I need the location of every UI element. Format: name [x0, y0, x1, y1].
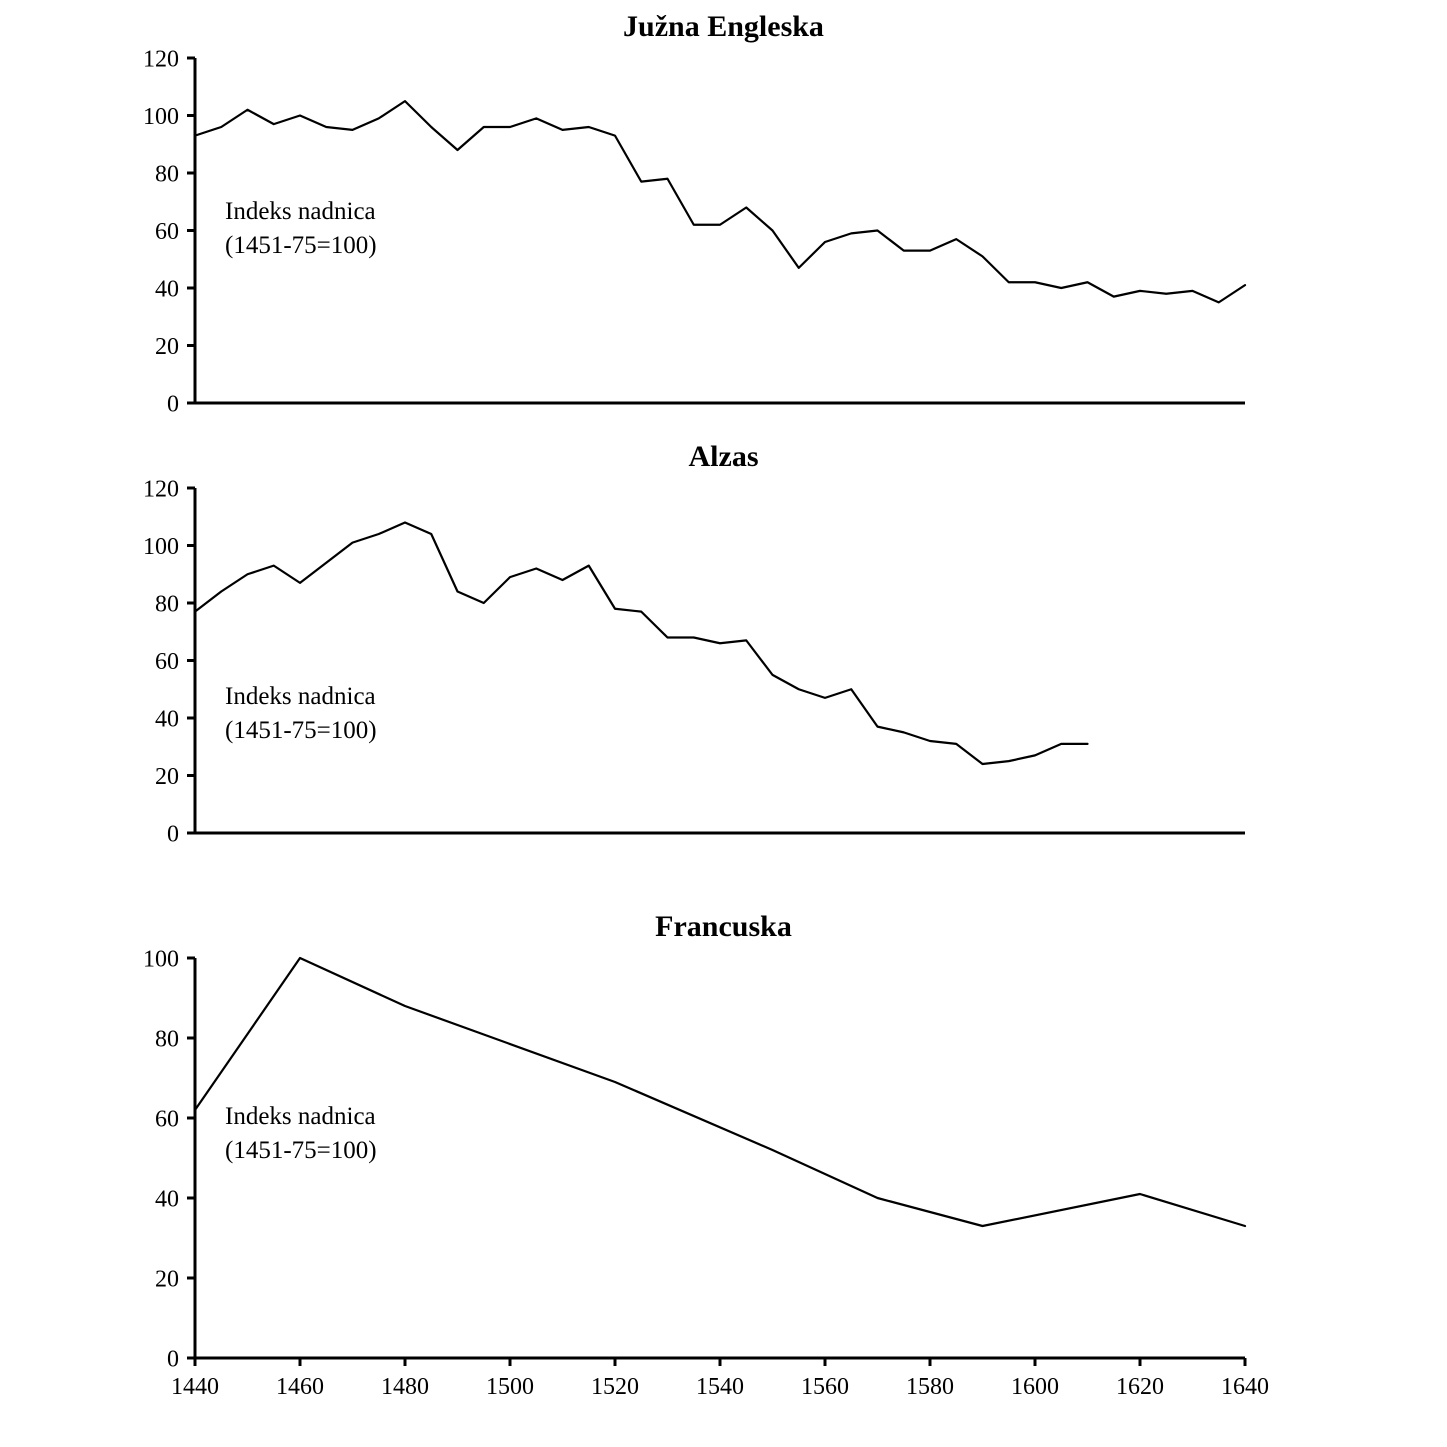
svg-text:1520: 1520	[591, 1374, 639, 1400]
svg-text:1500: 1500	[486, 1374, 534, 1400]
svg-text:20: 20	[155, 1266, 179, 1292]
svg-text:100: 100	[143, 946, 179, 972]
svg-text:1440: 1440	[171, 1374, 219, 1400]
svg-text:1620: 1620	[1116, 1374, 1164, 1400]
svg-text:1560: 1560	[801, 1374, 849, 1400]
svg-text:80: 80	[155, 1026, 179, 1052]
chart-figure: Južna Engleska 020406080100120 Indeks na…	[0, 0, 1447, 1447]
svg-text:1460: 1460	[276, 1374, 324, 1400]
annotation-line2: (1451-75=100)	[225, 1134, 377, 1168]
svg-text:0: 0	[167, 1346, 179, 1372]
annotation-francuska: Indeks nadnica (1451-75=100)	[225, 1100, 377, 1168]
svg-text:1540: 1540	[696, 1374, 744, 1400]
svg-text:1480: 1480	[381, 1374, 429, 1400]
svg-text:1580: 1580	[906, 1374, 954, 1400]
svg-text:60: 60	[155, 1106, 179, 1132]
svg-text:1640: 1640	[1221, 1374, 1269, 1400]
annotation-line1: Indeks nadnica	[225, 1100, 377, 1134]
svg-text:40: 40	[155, 1186, 179, 1212]
chart-francuska: 0 20 40 60 80 100 1440 1460 1480 1500 1520 1540 1560…	[0, 0, 1447, 1447]
svg-text:1600: 1600	[1011, 1374, 1059, 1400]
